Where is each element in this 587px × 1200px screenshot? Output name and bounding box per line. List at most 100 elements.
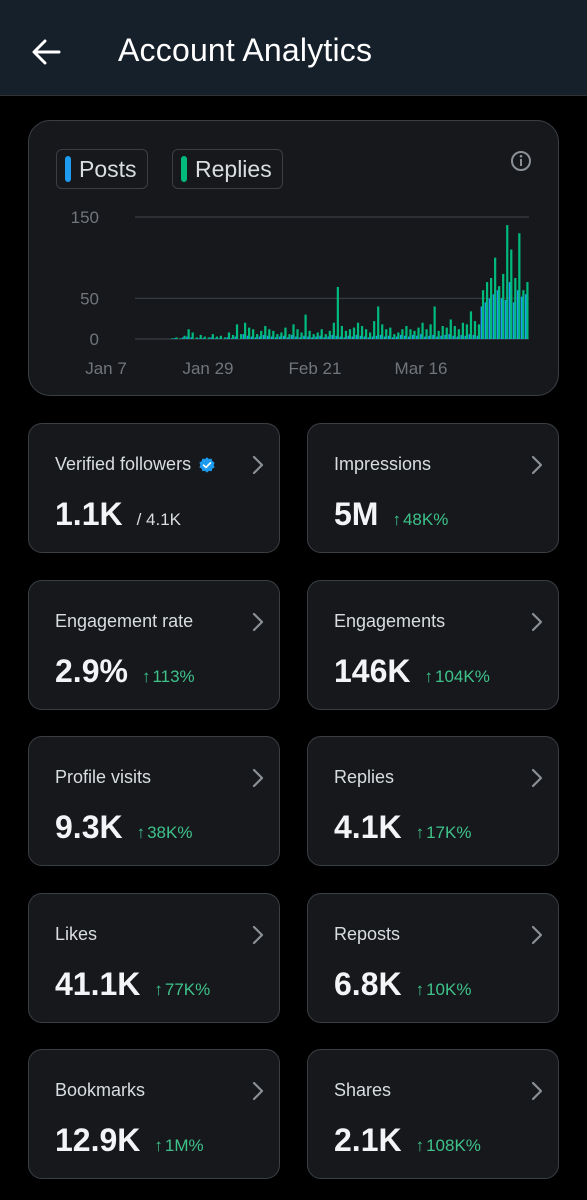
replies-bar <box>481 290 485 339</box>
stat-value: 1.1K <box>55 496 123 532</box>
arrow-left-icon <box>32 39 61 65</box>
posts-bar <box>403 335 407 339</box>
replies-bar <box>498 286 501 339</box>
posts-bar <box>484 302 487 339</box>
arrow-up-icon: ↑ <box>136 823 146 842</box>
back-button[interactable] <box>24 30 68 74</box>
legend-replies[interactable]: Replies <box>172 149 283 189</box>
stat-label-text: Engagement rate <box>55 611 194 631</box>
replies-bar <box>389 327 392 339</box>
posts-bar <box>278 336 282 339</box>
posts-bar <box>480 306 483 339</box>
y-tick-label: 0 <box>90 330 99 349</box>
stat-card-reposts[interactable]: Reposts 6.8K ↑ 10K% <box>307 893 559 1023</box>
stat-label-text: Profile visits <box>55 767 152 787</box>
x-tick-label: Mar 16 <box>395 359 448 378</box>
legend-posts[interactable]: Posts <box>56 149 148 189</box>
posts-bar <box>355 334 358 339</box>
stat-change: ↑ 77K% <box>154 980 210 1000</box>
posts-bar <box>440 335 443 339</box>
posts-bar <box>347 335 350 339</box>
replies-bar <box>340 325 343 339</box>
posts-bar <box>287 337 290 339</box>
stat-card-likes[interactable]: Likes 41.1K ↑ 77K% <box>28 893 280 1023</box>
stat-card-verified-followers[interactable]: Verified followers 1.1K / 4.1K <box>28 423 280 553</box>
posts-bar <box>246 335 249 339</box>
stat-card-profile-visits[interactable]: Profile visits 9.3K ↑ 38K% <box>28 736 280 866</box>
verified-badge-icon <box>199 456 215 473</box>
info-button[interactable] <box>509 149 535 175</box>
stat-card-impressions[interactable]: Impressions 5M ↑ 48K% <box>307 423 559 553</box>
replies-bar <box>336 286 339 339</box>
stat-card-engagements[interactable]: Engagements 146K ↑ 104K% <box>307 580 559 710</box>
posts-bar <box>174 338 177 339</box>
posts-bar <box>266 335 270 339</box>
replies-bar <box>231 334 235 339</box>
chevron-right-icon <box>531 1081 543 1101</box>
replies-bar <box>243 322 247 339</box>
stat-value: 9.3K <box>55 809 123 845</box>
chevron-right-icon <box>531 612 543 632</box>
stat-value-row: 2.9% ↑ 113% <box>55 653 195 690</box>
replies-bar <box>316 332 319 339</box>
stat-label: Likes <box>55 924 97 945</box>
replies-bar <box>437 330 440 339</box>
stat-change-value: 108K% <box>426 1136 481 1155</box>
stat-change-value: 10K% <box>426 980 472 999</box>
posts-bar <box>270 336 274 339</box>
replies-bar <box>268 329 271 339</box>
replies-bar <box>397 332 400 339</box>
stat-change: ↑ 17K% <box>416 823 472 843</box>
replies-bar <box>405 325 408 339</box>
replies-bar <box>461 322 464 339</box>
stat-card-shares[interactable]: Shares 2.1K ↑ 108K% <box>307 1049 559 1179</box>
stat-label-text: Impressions <box>334 454 432 474</box>
posts-bar <box>460 334 463 339</box>
stat-value: 2.1K <box>334 1122 402 1158</box>
posts-bar <box>452 335 455 339</box>
posts-bar <box>524 294 528 339</box>
posts-bar <box>464 335 467 339</box>
stat-label-text: Verified followers <box>55 454 192 474</box>
posts-bar <box>412 334 415 339</box>
arrow-up-icon: ↑ <box>141 667 151 686</box>
replies-bar <box>328 330 331 339</box>
replies-bar <box>433 306 436 339</box>
posts-bar <box>444 334 447 339</box>
arrow-up-icon: ↑ <box>154 980 163 999</box>
stat-label: Reposts <box>334 924 400 945</box>
posts-bar <box>395 336 399 339</box>
posts-bar <box>472 334 475 339</box>
replies-bar <box>280 332 283 339</box>
stat-card-bookmarks[interactable]: Bookmarks 12.9K ↑ 1M% <box>28 1049 280 1179</box>
posts-bar <box>274 337 278 339</box>
posts-bar <box>327 336 330 339</box>
posts-bar <box>323 337 326 339</box>
activity-chart: 0 50 150 Jan 7 Jan 29 Feb 21 Mar 16 <box>71 208 529 378</box>
replies-bar <box>473 321 477 339</box>
stat-label: Verified followers <box>55 454 216 475</box>
y-tick-label: 50 <box>80 289 99 308</box>
replies-bar <box>239 334 243 339</box>
posts-bar <box>492 294 495 339</box>
posts-bar <box>436 336 439 339</box>
stat-total: / 4.1K <box>136 510 182 529</box>
replies-bar <box>175 337 178 339</box>
stat-value-row: 4.1K ↑ 17K% <box>334 809 471 846</box>
replies-bar <box>219 335 223 339</box>
stat-label: Shares <box>334 1080 391 1101</box>
stat-value-row: 9.3K ↑ 38K% <box>55 809 192 846</box>
replies-swatch <box>181 156 187 182</box>
posts-bar <box>383 336 387 339</box>
stat-value: 12.9K <box>55 1122 141 1158</box>
stat-card-replies[interactable]: Replies 4.1K ↑ 17K% <box>307 736 559 866</box>
posts-bar <box>343 337 346 339</box>
replies-bar <box>179 338 182 339</box>
stat-card-engagement-rate[interactable]: Engagement rate 2.9% ↑ 113% <box>28 580 280 710</box>
replies-bar <box>364 329 368 339</box>
posts-bar <box>379 334 382 339</box>
replies-bar <box>211 334 214 339</box>
y-tick-label: 150 <box>71 208 99 227</box>
posts-bar <box>416 335 419 339</box>
replies-bar <box>256 334 259 339</box>
